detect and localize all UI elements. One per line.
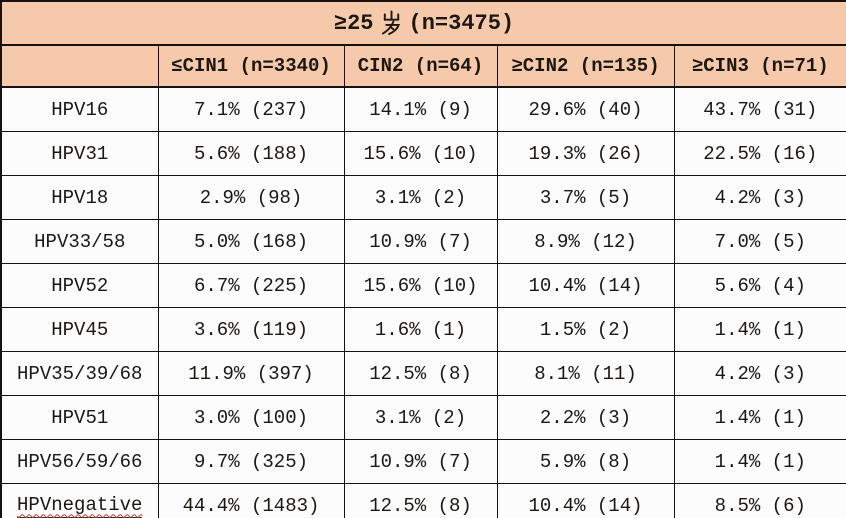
row-label-text: HPVnegative <box>17 493 143 518</box>
column-header-ge-cin2: ≥CIN2 (n=135) <box>496 44 675 88</box>
table-row: HPV35/39/68 11.9% (397) 12.5% (8) 8.1% (… <box>0 351 846 396</box>
value-cell: 2.9% (98) <box>157 175 345 220</box>
table-title-cell: ≥25 (n=3475) <box>0 0 846 46</box>
value-cell: 10.4% (14) <box>496 263 675 308</box>
value-cell: 1.4% (1) <box>673 439 846 484</box>
value-cell: 44.4% (1483) <box>157 483 345 518</box>
value-cell: 1.5% (2) <box>496 307 675 352</box>
column-header-empty <box>0 44 159 88</box>
row-label-cell: HPV16 <box>0 86 159 132</box>
row-label-text: HPV35/39/68 <box>17 362 143 385</box>
row-label-cell: HPV33/58 <box>0 219 159 264</box>
value-cell: 43.7% (31) <box>673 86 846 132</box>
table-row: HPV56/59/66 9.7% (325) 10.9% (7) 5.9% (8… <box>0 439 846 484</box>
title-prefix: ≥25 <box>333 10 374 36</box>
value-cell: 7.0% (5) <box>673 219 846 264</box>
table-row: HPV18 2.9% (98) 3.1% (2) 3.7% (5) 4.2% (… <box>0 175 846 220</box>
value-cell: 15.6% (10) <box>343 263 498 308</box>
row-label-text: HPV52 <box>51 274 109 297</box>
column-header-row: ≤CIN1 (n=3340) CIN2 (n=64) ≥CIN2 (n=135)… <box>0 44 846 88</box>
table-row: HPV33/58 5.0% (168) 10.9% (7) 8.9% (12) … <box>0 219 846 264</box>
value-cell: 10.9% (7) <box>343 439 498 484</box>
title-suffix: (n=3475) <box>408 10 515 36</box>
row-label-text: HPV33/58 <box>34 230 126 253</box>
value-cell: 9.7% (325) <box>157 439 345 484</box>
value-cell: 4.2% (3) <box>673 175 846 220</box>
value-cell: 5.9% (8) <box>496 439 675 484</box>
table-row: HPVnegative 44.4% (1483) 12.5% (8) 10.4%… <box>0 483 846 518</box>
row-label-text: HPV18 <box>51 186 109 209</box>
value-cell: 7.1% (237) <box>157 86 345 132</box>
row-label-cell: HPV52 <box>0 263 159 308</box>
row-label-cell: HPV51 <box>0 395 159 440</box>
row-label-cell: HPV45 <box>0 307 159 352</box>
value-cell: 19.3% (26) <box>496 131 675 176</box>
row-label-text: HPV31 <box>51 142 109 165</box>
value-cell: 11.9% (397) <box>157 351 345 396</box>
value-cell: 3.1% (2) <box>343 395 498 440</box>
table-row: HPV51 3.0% (100) 3.1% (2) 2.2% (3) 1.4% … <box>0 395 846 440</box>
value-cell: 8.5% (6) <box>673 483 846 518</box>
table-row: HPV52 6.7% (225) 15.6% (10) 10.4% (14) 5… <box>0 263 846 308</box>
value-cell: 12.5% (8) <box>343 483 498 518</box>
value-cell: 3.7% (5) <box>496 175 675 220</box>
value-cell: 2.2% (3) <box>496 395 675 440</box>
value-cell: 15.6% (10) <box>343 131 498 176</box>
value-cell: 22.5% (16) <box>673 131 846 176</box>
value-cell: 3.0% (100) <box>157 395 345 440</box>
value-cell: 29.6% (40) <box>496 86 675 132</box>
cjk-sui-character-glyph <box>381 10 400 35</box>
value-cell: 1.6% (1) <box>343 307 498 352</box>
value-cell: 6.7% (225) <box>157 263 345 308</box>
value-cell: 1.4% (1) <box>673 307 846 352</box>
column-header-cin2: CIN2 (n=64) <box>343 44 498 88</box>
value-cell: 8.9% (12) <box>496 219 675 264</box>
value-cell: 8.1% (11) <box>496 351 675 396</box>
table-title: ≥25 (n=3475) <box>334 10 514 36</box>
value-cell: 5.0% (168) <box>157 219 345 264</box>
row-label-text: HPV45 <box>51 318 109 341</box>
row-label-cell: HPVnegative <box>0 483 159 518</box>
row-label-cell: HPV56/59/66 <box>0 439 159 484</box>
table-row: HPV45 3.6% (119) 1.6% (1) 1.5% (2) 1.4% … <box>0 307 846 352</box>
row-label-cell: HPV18 <box>0 175 159 220</box>
row-label-text: HPV16 <box>51 98 109 121</box>
table-row: HPV31 5.6% (188) 15.6% (10) 19.3% (26) 2… <box>0 131 846 176</box>
row-label-cell: HPV31 <box>0 131 159 176</box>
value-cell: 14.1% (9) <box>343 86 498 132</box>
value-cell: 12.5% (8) <box>343 351 498 396</box>
value-cell: 4.2% (3) <box>673 351 846 396</box>
table-title-row: ≥25 (n=3475) <box>0 0 846 46</box>
column-header-ge-cin3: ≥CIN3 (n=71) <box>673 44 846 88</box>
column-header-le-cin1: ≤CIN1 (n=3340) <box>157 44 345 88</box>
table-row: HPV16 7.1% (237) 14.1% (9) 29.6% (40) 43… <box>0 86 846 132</box>
value-cell: 3.1% (2) <box>343 175 498 220</box>
table-body: HPV16 7.1% (237) 14.1% (9) 29.6% (40) 43… <box>0 86 846 518</box>
value-cell: 10.9% (7) <box>343 219 498 264</box>
row-label-text: HPV56/59/66 <box>17 450 143 473</box>
row-label-text: HPV51 <box>51 406 109 429</box>
value-cell: 5.6% (188) <box>157 131 345 176</box>
value-cell: 3.6% (119) <box>157 307 345 352</box>
value-cell: 1.4% (1) <box>673 395 846 440</box>
row-label-cell: HPV35/39/68 <box>0 351 159 396</box>
value-cell: 10.4% (14) <box>496 483 675 518</box>
value-cell: 5.6% (4) <box>673 263 846 308</box>
